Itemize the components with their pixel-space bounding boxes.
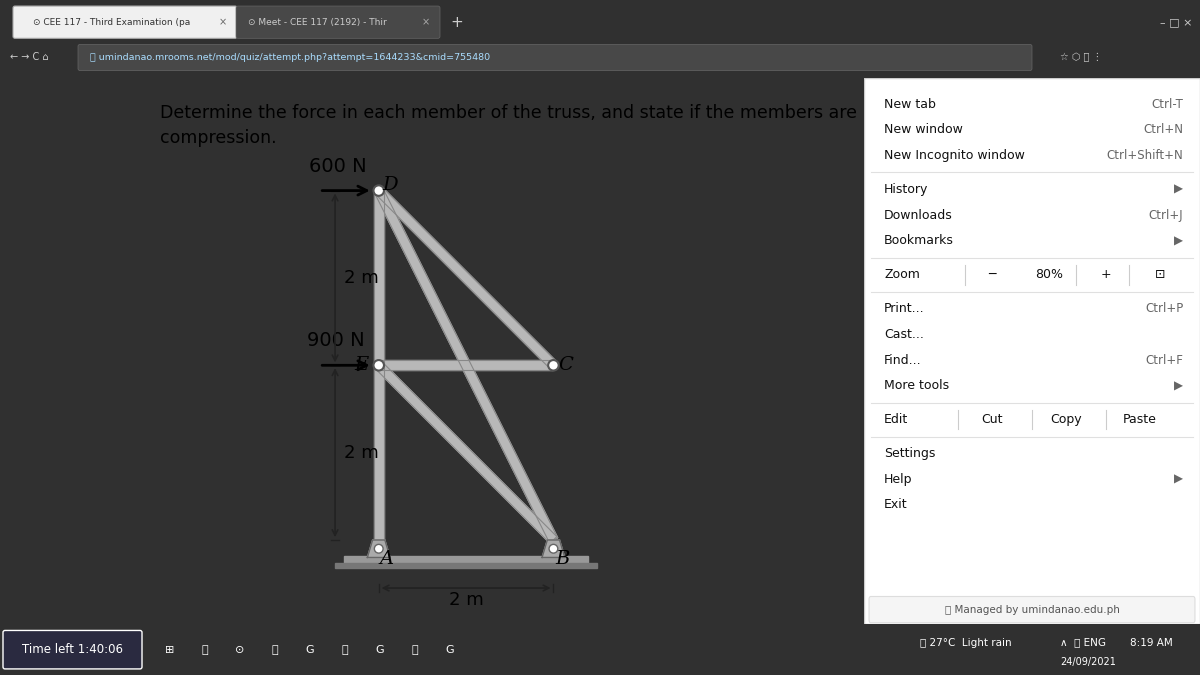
Text: 📋: 📋 xyxy=(412,645,419,655)
Text: +: + xyxy=(450,15,463,30)
FancyBboxPatch shape xyxy=(864,78,1200,624)
Text: 📁: 📁 xyxy=(342,645,348,655)
Circle shape xyxy=(373,186,384,196)
Text: ☆ ⬡ 👤 ⋮: ☆ ⬡ 👤 ⋮ xyxy=(1060,53,1103,63)
Text: +: + xyxy=(1100,268,1111,281)
Text: More tools: More tools xyxy=(884,379,949,392)
Text: D: D xyxy=(383,176,398,194)
Polygon shape xyxy=(376,362,557,543)
Text: ← → C ⌂: ← → C ⌂ xyxy=(10,53,49,63)
Text: History: History xyxy=(884,183,929,196)
FancyBboxPatch shape xyxy=(2,630,142,669)
Text: Downloads: Downloads xyxy=(884,209,953,221)
Text: Cut: Cut xyxy=(980,413,1002,426)
Text: Ctrl+J: Ctrl+J xyxy=(1148,209,1183,221)
Text: – □ ×: – □ × xyxy=(1160,17,1193,27)
Text: ⊙: ⊙ xyxy=(235,645,245,655)
Text: Copy: Copy xyxy=(1050,413,1081,426)
Text: ⊙ Meet - CEE 117 (2192) - Thir: ⊙ Meet - CEE 117 (2192) - Thir xyxy=(248,18,386,27)
Text: New tab: New tab xyxy=(884,98,936,111)
Polygon shape xyxy=(376,187,557,369)
Text: ×: × xyxy=(422,17,430,27)
Text: Print...: Print... xyxy=(884,302,925,315)
Text: Ctrl+P: Ctrl+P xyxy=(1145,302,1183,315)
Text: 24/09/2021: 24/09/2021 xyxy=(1060,657,1116,667)
Text: ⊞: ⊞ xyxy=(166,645,175,655)
Text: ⛅ 27°C  Light rain: ⛅ 27°C Light rain xyxy=(920,638,1012,647)
Text: ⊙ CEE 117 - Third Examination (pa: ⊙ CEE 117 - Third Examination (pa xyxy=(34,18,191,27)
Text: Find...: Find... xyxy=(884,354,922,367)
Text: 2 m: 2 m xyxy=(343,269,378,287)
Polygon shape xyxy=(335,563,598,568)
Text: Bookmarks: Bookmarks xyxy=(884,234,954,247)
Polygon shape xyxy=(367,540,390,558)
Text: Exit: Exit xyxy=(884,498,907,512)
Text: 80%: 80% xyxy=(1034,268,1063,281)
Text: Ctrl+N: Ctrl+N xyxy=(1144,124,1183,136)
FancyBboxPatch shape xyxy=(236,6,440,38)
Text: 2 m: 2 m xyxy=(449,591,484,610)
Text: 2 m: 2 m xyxy=(343,443,378,462)
Text: 🔒 umindanao.mrooms.net/mod/quiz/attempt.php?attempt=1644233&cmid=755480: 🔒 umindanao.mrooms.net/mod/quiz/attempt.… xyxy=(90,53,490,62)
Circle shape xyxy=(550,544,558,553)
Text: 🏢 Managed by umindanao.edu.ph: 🏢 Managed by umindanao.edu.ph xyxy=(944,605,1120,615)
Circle shape xyxy=(374,544,383,553)
FancyBboxPatch shape xyxy=(13,6,238,38)
Text: G: G xyxy=(445,645,455,655)
Text: E: E xyxy=(354,356,368,375)
Text: Zoom: Zoom xyxy=(884,268,920,281)
Text: 900 N: 900 N xyxy=(307,331,365,350)
Text: New Incognito window: New Incognito window xyxy=(884,149,1025,162)
Text: Help: Help xyxy=(884,472,913,486)
Text: A: A xyxy=(379,550,394,568)
Text: ▶: ▶ xyxy=(1175,379,1183,392)
Polygon shape xyxy=(374,188,558,542)
Text: Cast...: Cast... xyxy=(884,328,924,341)
Text: 🔍: 🔍 xyxy=(202,645,209,655)
Text: 8:19 AM: 8:19 AM xyxy=(1130,638,1172,647)
Text: Settings: Settings xyxy=(884,447,936,460)
FancyBboxPatch shape xyxy=(869,597,1195,623)
Text: ▶: ▶ xyxy=(1175,183,1183,196)
Text: New window: New window xyxy=(884,124,964,136)
Text: ─: ─ xyxy=(988,268,996,281)
Text: ×: × xyxy=(218,17,227,27)
Text: G: G xyxy=(306,645,314,655)
Text: Ctrl+Shift+N: Ctrl+Shift+N xyxy=(1106,149,1183,162)
Circle shape xyxy=(373,360,384,371)
Polygon shape xyxy=(542,540,565,558)
Text: ▶: ▶ xyxy=(1175,234,1183,247)
Text: ∧  🔊 ENG: ∧ 🔊 ENG xyxy=(1060,638,1106,647)
Text: Paste: Paste xyxy=(1122,413,1157,426)
Text: Edit: Edit xyxy=(884,413,908,426)
Polygon shape xyxy=(374,190,384,540)
Text: 600 N: 600 N xyxy=(308,157,366,176)
Text: Ctrl-T: Ctrl-T xyxy=(1151,98,1183,111)
Text: C: C xyxy=(558,356,574,375)
FancyBboxPatch shape xyxy=(78,45,1032,71)
Polygon shape xyxy=(343,556,588,563)
Text: 🔲: 🔲 xyxy=(271,645,278,655)
Polygon shape xyxy=(379,360,553,370)
Text: ⊡: ⊡ xyxy=(1154,268,1165,281)
Text: Time left 1:40:06: Time left 1:40:06 xyxy=(22,643,122,656)
Text: Ctrl+F: Ctrl+F xyxy=(1145,354,1183,367)
Text: B: B xyxy=(554,550,569,568)
Circle shape xyxy=(548,360,559,371)
Text: G: G xyxy=(376,645,384,655)
Text: Determine the force in each member of the truss, and state if the members are in: Determine the force in each member of th… xyxy=(160,104,972,147)
Text: ▶: ▶ xyxy=(1175,472,1183,486)
